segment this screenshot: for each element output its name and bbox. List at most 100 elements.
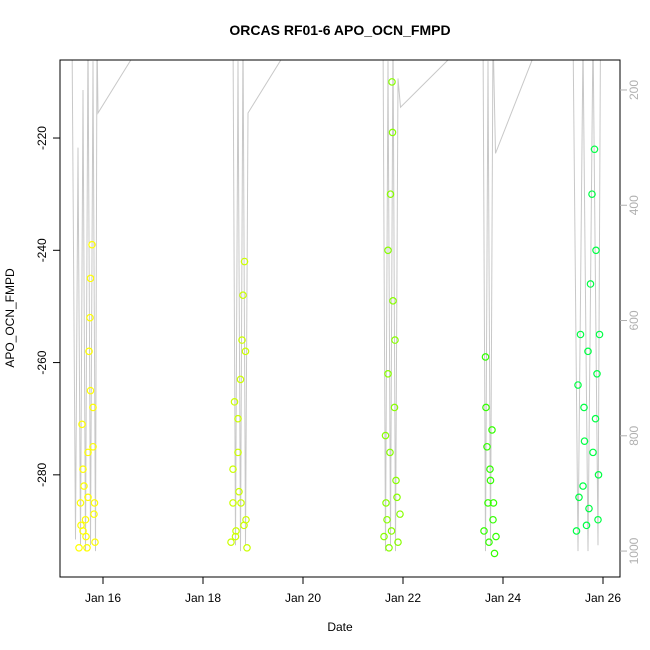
data-point [482, 403, 490, 412]
data-point [236, 375, 245, 384]
data-point [75, 544, 83, 552]
data-point [480, 527, 488, 535]
data-point [481, 353, 490, 361]
data-point [86, 386, 95, 395]
data-point [489, 499, 498, 507]
data-point [591, 414, 600, 423]
data-point [492, 532, 500, 541]
data-point [232, 527, 240, 535]
data-point [580, 403, 588, 412]
data-point [229, 465, 237, 474]
data-point [237, 499, 245, 507]
data-point [486, 465, 494, 474]
data-point [488, 426, 496, 434]
data-point [380, 532, 388, 541]
data-point [593, 369, 601, 378]
data-point [484, 499, 492, 507]
plot-frame [59, 59, 621, 578]
data-point [80, 482, 88, 490]
data-point [230, 398, 239, 406]
data-point [229, 499, 237, 507]
data-point [238, 336, 246, 344]
data-point [84, 448, 92, 457]
y-tick-label: -220 [35, 126, 49, 150]
data-point [572, 527, 581, 535]
data-point [382, 499, 390, 507]
data-point [391, 336, 399, 344]
data-point [78, 420, 86, 429]
data-point [584, 347, 592, 356]
data-point [595, 330, 604, 339]
data-point [90, 499, 99, 507]
data-point [76, 499, 85, 507]
data-point [234, 414, 242, 423]
y2-tick-label: 200 [627, 80, 641, 100]
data-point [386, 448, 394, 457]
data-point [240, 521, 248, 530]
data-point [79, 465, 87, 474]
data-point [235, 487, 243, 496]
data-point [231, 532, 240, 541]
data-point [576, 330, 585, 339]
data-point [582, 521, 591, 530]
data-point [86, 313, 94, 322]
data-point [594, 515, 602, 524]
data-point [485, 538, 493, 546]
data-point [389, 297, 397, 305]
data-point [585, 504, 593, 513]
data-point [580, 437, 589, 445]
y2-tick-label: 800 [627, 425, 641, 445]
data-point [489, 515, 497, 524]
x-tick-label: Jan 22 [385, 591, 421, 605]
data-point [83, 544, 91, 552]
data-point [77, 521, 85, 530]
data-point [384, 369, 392, 378]
data-point [388, 78, 396, 86]
chart-title: ORCAS RF01-6 APO_OCN_FMPD [229, 22, 450, 38]
data-point [241, 347, 250, 356]
x-tick-label: Jan 16 [85, 591, 121, 605]
data-point [81, 515, 90, 524]
data-point [586, 280, 595, 288]
data-point [589, 448, 597, 457]
y-tick-label: -240 [35, 238, 49, 262]
data-point [381, 431, 390, 440]
data-point [387, 527, 396, 535]
y-tick-label: -280 [35, 463, 49, 487]
y2-tick-label: 1000 [627, 537, 641, 564]
data-point [396, 510, 404, 518]
data-point [575, 493, 583, 502]
data-point [89, 442, 97, 451]
plot-area [71, 60, 604, 558]
data-point [89, 403, 97, 412]
data-point [590, 145, 599, 154]
data-point [91, 538, 99, 546]
data-point [588, 190, 596, 198]
y-tick-label: -260 [35, 350, 49, 374]
data-point [390, 403, 399, 412]
data-point [90, 510, 98, 518]
data-point [240, 257, 249, 266]
data-point [574, 381, 582, 389]
x-tick-label: Jan 26 [585, 591, 621, 605]
data-point [84, 493, 92, 502]
y-axis-label: APO_OCN_FMPD [3, 268, 17, 368]
data-point [227, 538, 235, 546]
data-point [490, 549, 499, 558]
data-point [85, 347, 93, 356]
data-point [394, 538, 402, 546]
data-point [243, 544, 251, 552]
data-point [592, 246, 600, 255]
data-point [392, 476, 400, 485]
data-point [239, 291, 247, 300]
data-point [385, 544, 393, 552]
x-axis-label: Date [327, 620, 353, 634]
data-point [383, 515, 391, 524]
data-point [393, 493, 401, 502]
data-point [384, 246, 392, 255]
data-point [388, 128, 397, 137]
data-point [486, 476, 495, 485]
data-point [234, 448, 242, 457]
data-point [88, 240, 96, 249]
